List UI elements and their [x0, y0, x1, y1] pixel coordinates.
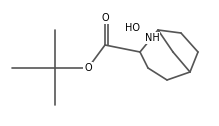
- Text: HO: HO: [125, 23, 141, 33]
- Text: O: O: [84, 63, 92, 73]
- Text: O: O: [101, 13, 109, 23]
- Text: NH: NH: [145, 33, 159, 43]
